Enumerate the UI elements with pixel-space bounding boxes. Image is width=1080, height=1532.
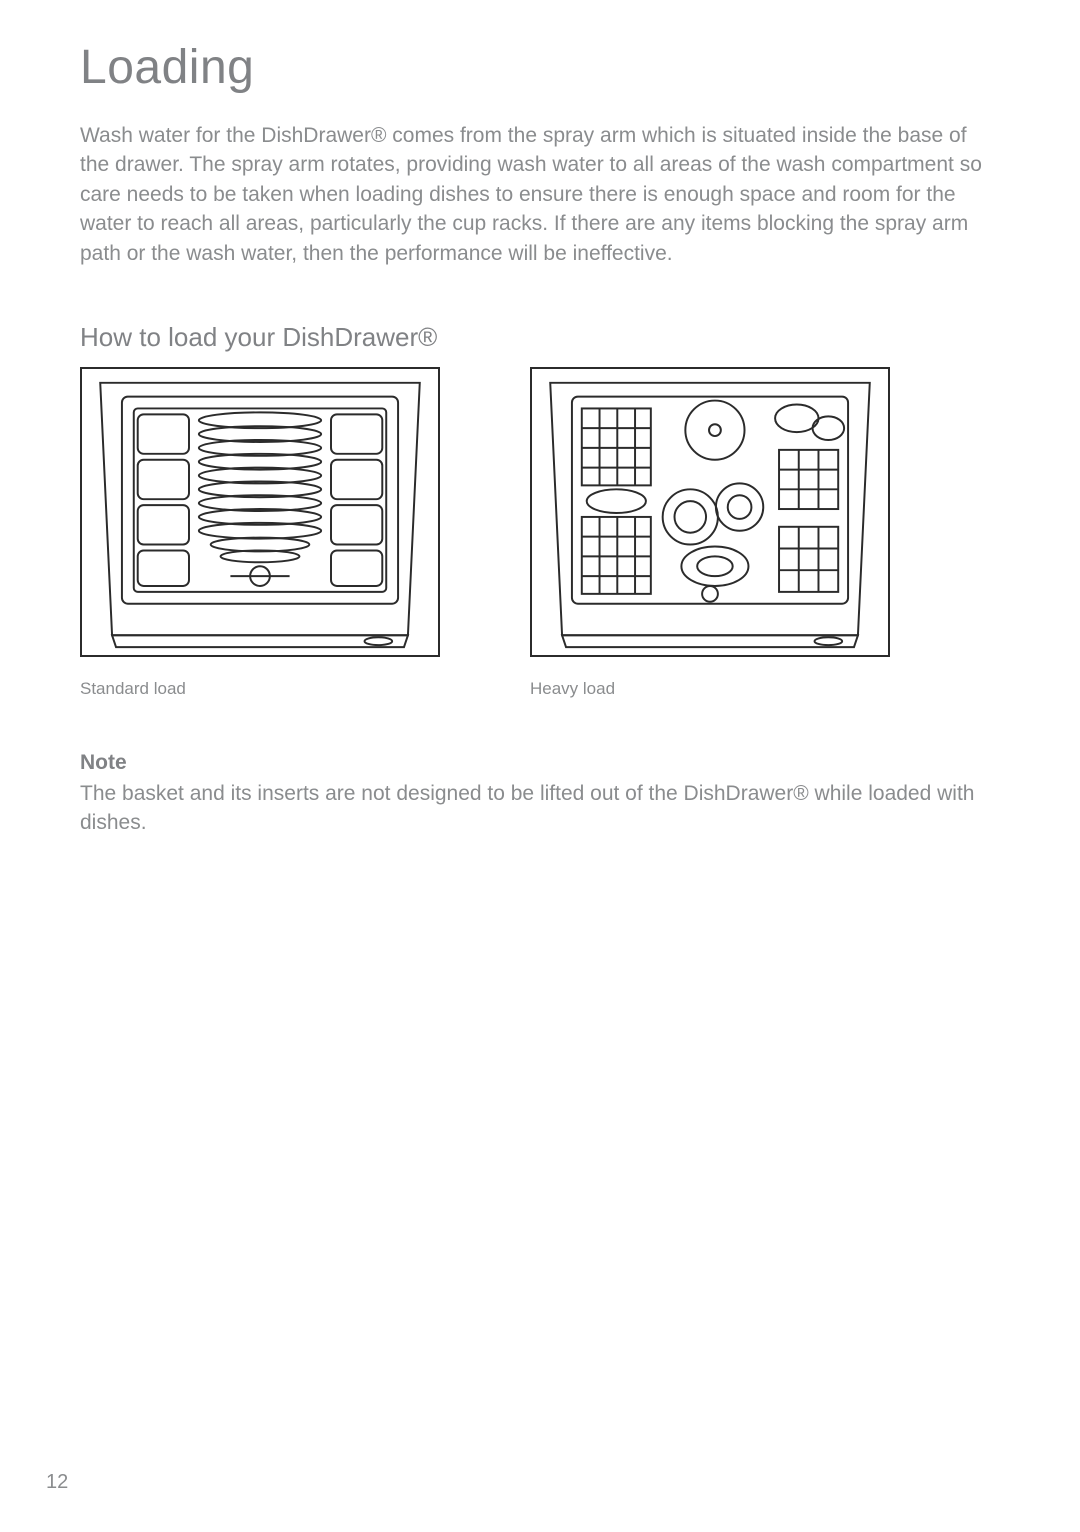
note-heading: Note [80,751,1000,775]
figure-row: Standard load [80,367,1000,699]
heavy-load-svg [532,369,888,655]
illustration-standard-load [80,367,440,657]
page-title: Loading [80,40,1000,95]
note-block: Note The basket and its inserts are not … [80,751,1000,838]
figure-standard-load: Standard load [80,367,440,699]
section-subheading: How to load your DishDrawer® [80,322,1000,353]
caption-heavy-load: Heavy load [530,679,890,699]
caption-standard-load: Standard load [80,679,440,699]
illustration-heavy-load [530,367,890,657]
intro-paragraph: Wash water for the DishDrawer® comes fro… [80,121,1000,268]
note-body: The basket and its inserts are not desig… [80,779,1000,838]
standard-load-svg [82,369,438,655]
page-number: 12 [46,1471,68,1494]
figure-heavy-load: Heavy load [530,367,890,699]
